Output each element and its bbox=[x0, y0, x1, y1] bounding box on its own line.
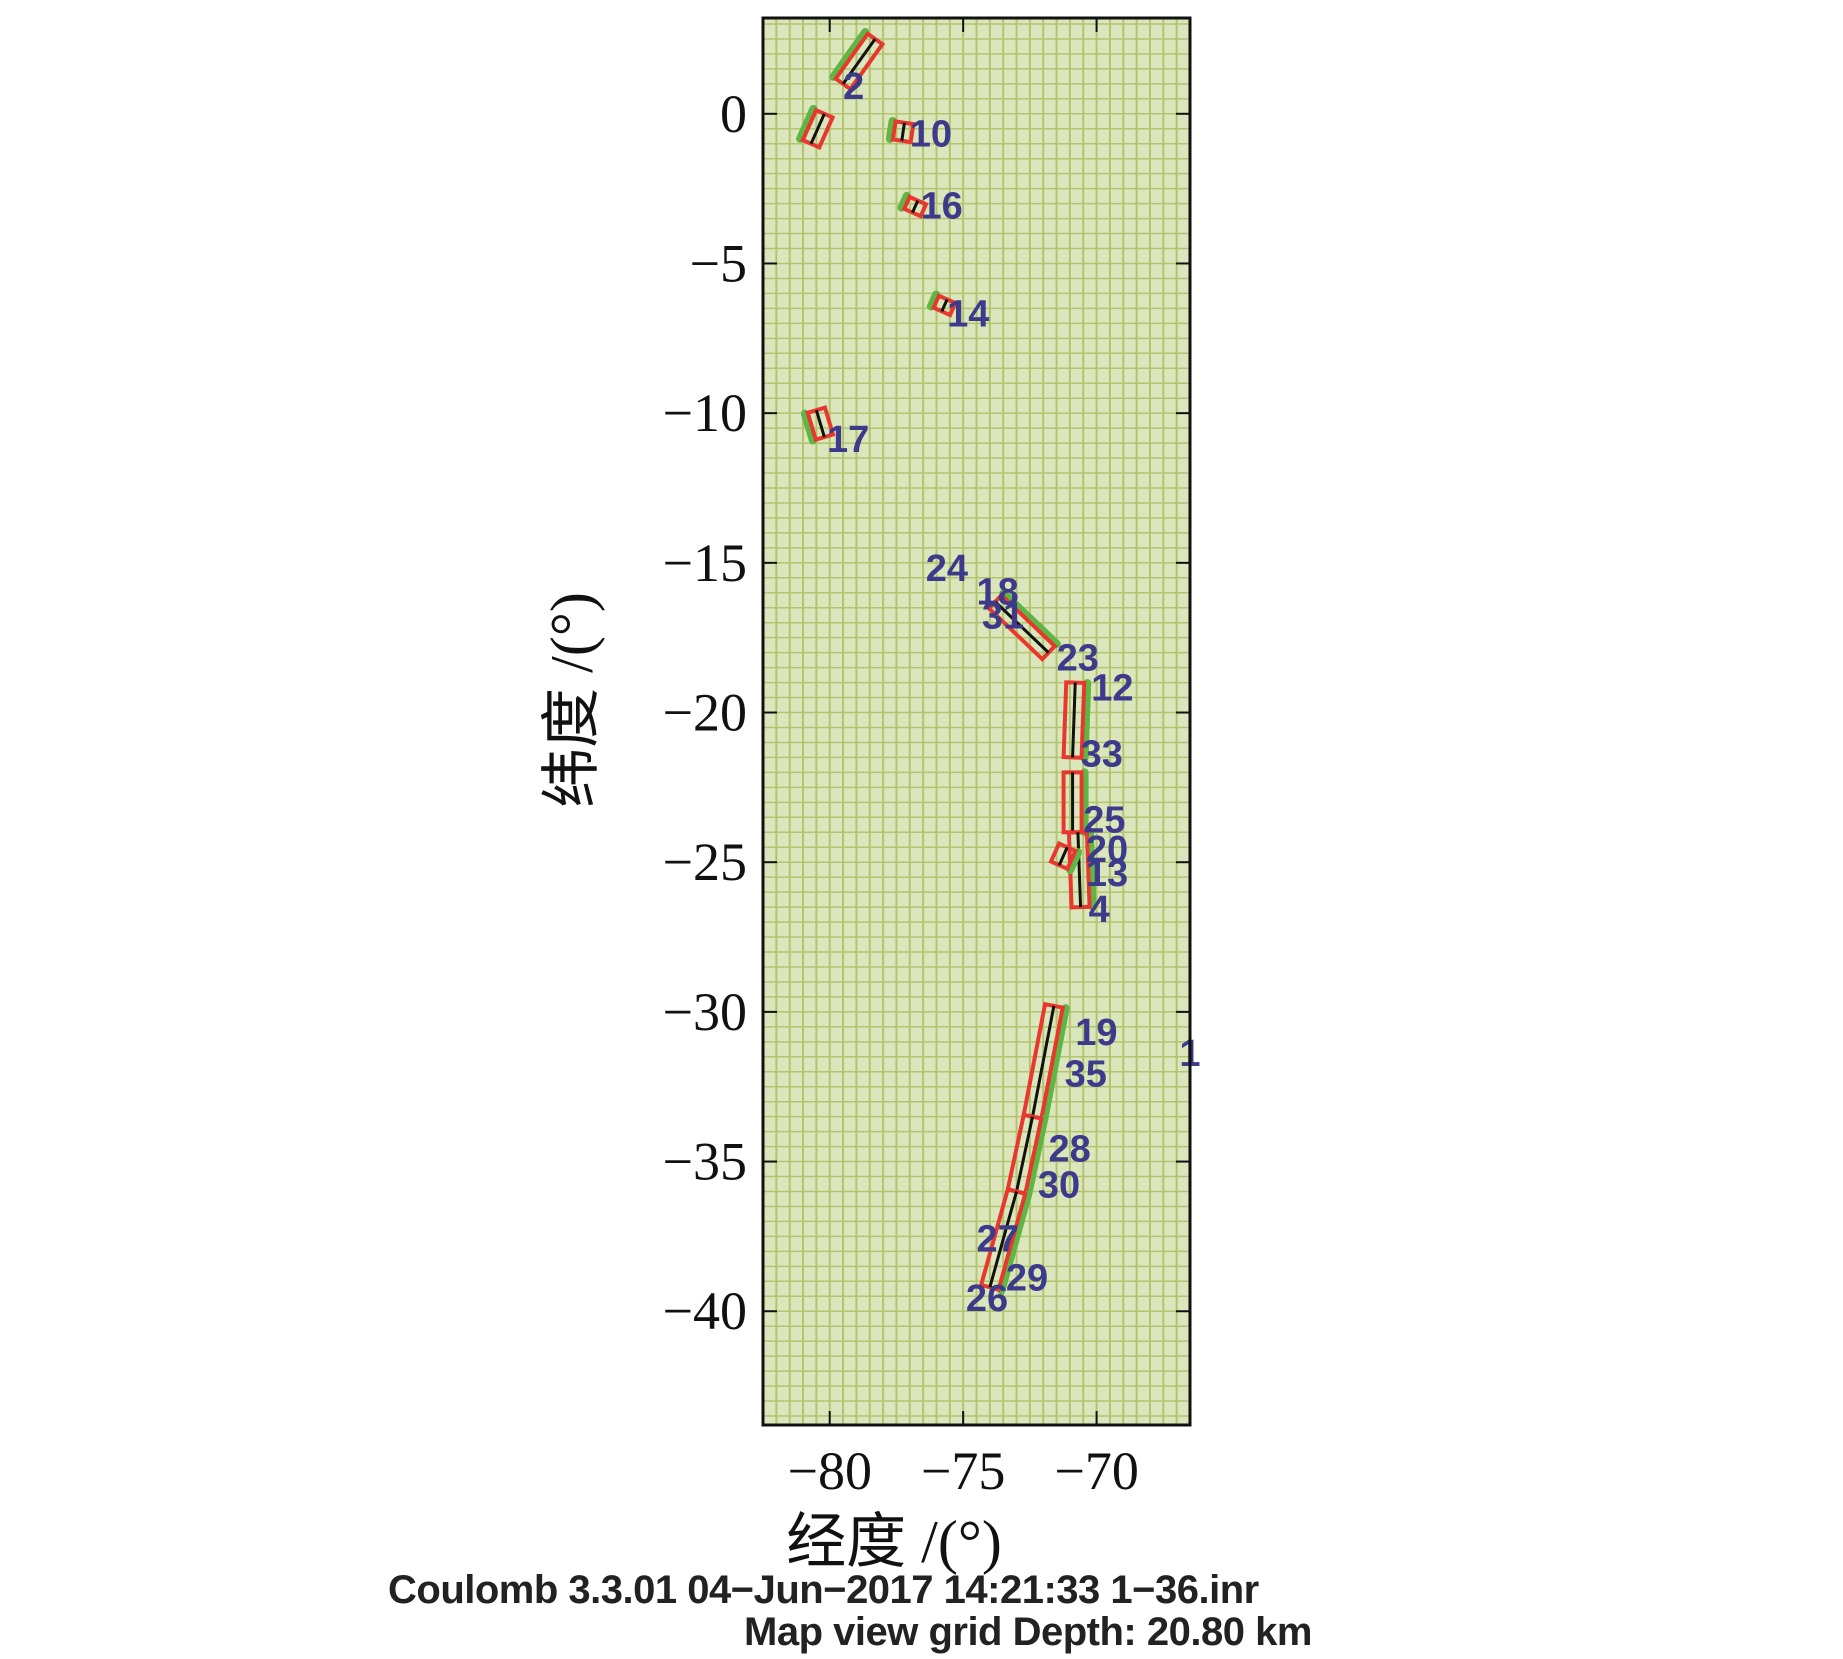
fault-top-outline bbox=[832, 30, 886, 92]
fault-label: 29 bbox=[1006, 1257, 1048, 1299]
fault-trace-line bbox=[1015, 1116, 1035, 1192]
fault-top-outline bbox=[978, 1186, 1028, 1293]
fault-label: 2 bbox=[843, 66, 864, 108]
fault-label: 4 bbox=[1089, 889, 1110, 931]
y-tick-label: −5 bbox=[690, 233, 747, 293]
fault-surface-line bbox=[885, 117, 897, 143]
fault-trace-line bbox=[841, 38, 877, 85]
fault-top-outline bbox=[1066, 829, 1092, 910]
fault-top-outline bbox=[930, 293, 959, 318]
fault-trace-line bbox=[814, 409, 826, 438]
fault-top-outline bbox=[986, 592, 1058, 662]
fault-layer bbox=[796, 27, 1097, 1295]
y-axis-ticks: 0 −5 −10 −15 −20 −25 −30 −35 −40 bbox=[663, 84, 1190, 1341]
fault-label: 30 bbox=[1038, 1164, 1080, 1206]
x-tick-label: −80 bbox=[787, 1441, 871, 1501]
y-tick-label: −25 bbox=[663, 832, 747, 892]
fault-top-outline bbox=[1061, 680, 1087, 760]
fault-top-outline bbox=[1048, 840, 1079, 872]
fault-label: 25 bbox=[1083, 799, 1125, 841]
plot-frame bbox=[761, 16, 1192, 1427]
fault-label: 20 bbox=[1086, 829, 1128, 871]
footer-program-info: Coulomb 3.3.01 04−Jun−2017 14:21:33 1−36… bbox=[388, 1568, 1259, 1612]
fault-label: 33 bbox=[1081, 733, 1123, 775]
x-tick-label: −75 bbox=[921, 1441, 1005, 1501]
fault-surface-line bbox=[1066, 848, 1083, 875]
fault-label-layer: 1241012141617192526272829303335241823201… bbox=[827, 66, 1200, 1320]
fault-trace-line bbox=[911, 199, 920, 214]
fault-label: 13 bbox=[1086, 853, 1128, 895]
fault-surface-line bbox=[999, 589, 1061, 648]
fault-trace-line bbox=[994, 600, 1050, 654]
fault-label: 24 bbox=[926, 548, 968, 590]
fault-surface-line bbox=[829, 27, 870, 81]
plot-border bbox=[761, 16, 1192, 1427]
fault-trace-line bbox=[988, 1191, 1018, 1288]
fault-label: 27 bbox=[977, 1218, 1019, 1260]
fault-trace-line bbox=[900, 122, 906, 141]
fault-trace-line bbox=[809, 113, 826, 145]
fault-label: 17 bbox=[827, 419, 869, 461]
fault-trace-line bbox=[1071, 682, 1077, 758]
fault-label: 31 bbox=[982, 596, 1024, 638]
y-tick-label: −20 bbox=[663, 683, 747, 743]
fault-label: 35 bbox=[1065, 1054, 1107, 1096]
fault-surface-line bbox=[1024, 1115, 1049, 1199]
fault-label: 14 bbox=[947, 293, 989, 335]
fault-label: 10 bbox=[910, 114, 952, 156]
y-tick-label: −15 bbox=[663, 533, 747, 593]
fault-label: 26 bbox=[966, 1278, 1008, 1320]
fault-label: 16 bbox=[920, 186, 962, 228]
fault-surface-line bbox=[1085, 827, 1097, 911]
fault-surface-line bbox=[800, 409, 817, 445]
y-tick-label: −35 bbox=[663, 1132, 747, 1192]
fault-trace-line bbox=[1076, 832, 1083, 908]
fault-trace-line bbox=[940, 298, 949, 312]
fault-trace-line bbox=[1031, 1005, 1056, 1117]
footer-depth-info: Map view grid Depth: 20.80 km bbox=[744, 1610, 1312, 1654]
x-axis-title: 经度 /(°) bbox=[786, 1509, 1002, 1575]
fault-top-outline bbox=[800, 107, 836, 151]
fault-surface-line bbox=[997, 1190, 1033, 1295]
fault-label: 23 bbox=[1057, 638, 1099, 680]
y-tick-label: −40 bbox=[663, 1281, 747, 1341]
fault-surface-line bbox=[1040, 1004, 1070, 1123]
fault-top-outline bbox=[901, 194, 929, 219]
fault-surface-line bbox=[796, 104, 818, 143]
fault-surface-line bbox=[897, 191, 911, 212]
x-tick-label: −70 bbox=[1054, 1441, 1138, 1501]
y-axis-title: 纬度 /(°) bbox=[539, 592, 605, 808]
fault-surface-line bbox=[1080, 679, 1092, 762]
y-tick-label: 0 bbox=[720, 84, 747, 144]
fault-label: 12 bbox=[1091, 668, 1133, 710]
x-axis-ticks: −80 −75 −70 bbox=[787, 18, 1139, 1501]
fault-trace-line bbox=[1057, 846, 1069, 866]
fault-label: 18 bbox=[977, 572, 1019, 614]
fault-top-outline bbox=[890, 119, 916, 145]
y-tick-label: −10 bbox=[663, 383, 747, 443]
y-tick-label: −30 bbox=[663, 982, 747, 1042]
fault-top-outline bbox=[805, 405, 836, 443]
fault-surface-line bbox=[926, 290, 941, 311]
fault-label: 28 bbox=[1049, 1129, 1091, 1171]
fault-label: 19 bbox=[1075, 1012, 1117, 1054]
